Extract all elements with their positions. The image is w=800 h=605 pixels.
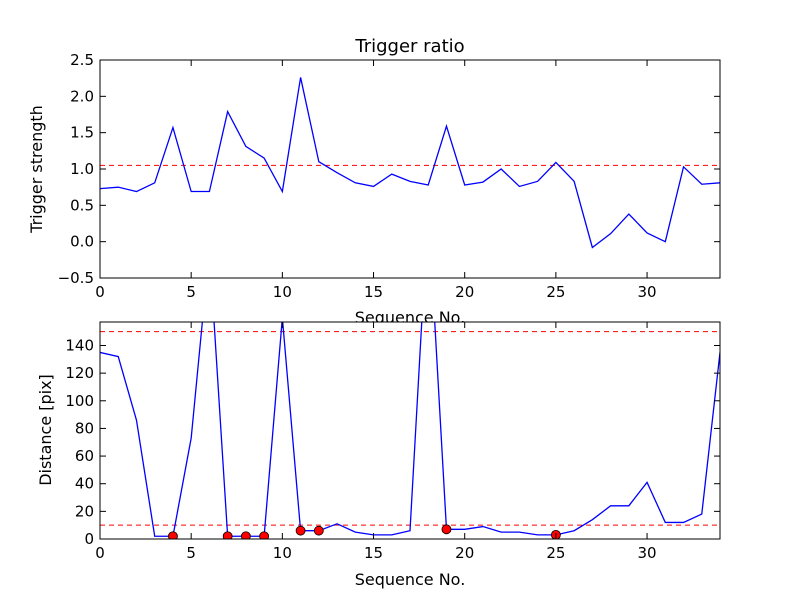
series-line	[100, 322, 720, 537]
x-tick-label: 10	[273, 283, 292, 301]
x-axis-label: Sequence No.	[355, 570, 466, 589]
x-tick-label: 5	[186, 283, 196, 301]
y-tick-label: 80	[75, 419, 94, 437]
y-tick-label: 2.5	[70, 51, 94, 69]
y-tick-label: 20	[75, 502, 94, 520]
x-axis-ticks: 0 5 10 15 20 25 30	[95, 60, 657, 301]
x-tick-label: 20	[455, 283, 474, 301]
y-tick-label: 0.0	[70, 233, 94, 251]
plot-area	[100, 60, 720, 278]
bottom-chart: 0 5 10 15 20 25 30 0 20 40 60 80 100 120 140 Sequence…	[36, 321, 721, 589]
x-tick-label: 10	[273, 544, 292, 562]
x-tick-label: 25	[546, 544, 565, 562]
y-axis-ticks: −0.5 0.0 0.5 1.0 1.5 2.0 2.5	[58, 51, 720, 287]
x-tick-label: 25	[546, 283, 565, 301]
x-tick-label: 5	[186, 544, 196, 562]
y-tick-label: 1.0	[70, 160, 94, 178]
y-tick-label: 0.5	[70, 196, 94, 214]
data-point	[259, 531, 270, 539]
x-tick-label: 30	[638, 283, 657, 301]
y-tick-label: 1.5	[70, 124, 94, 142]
chart-title: Trigger ratio	[354, 36, 464, 57]
data-series	[100, 322, 720, 539]
x-tick-label: 0	[95, 283, 105, 301]
x-tick-label: 0	[95, 544, 105, 562]
y-tick-label: 40	[75, 475, 94, 493]
data-series	[100, 77, 720, 249]
data-point	[168, 531, 178, 539]
y-axis-ticks: 0 20 40 60 80 100 120 140	[65, 336, 720, 548]
data-point	[313, 525, 324, 536]
data-point	[222, 531, 233, 539]
y-axis-label: Distance [pix]	[36, 374, 55, 486]
data-point	[441, 524, 452, 535]
series-line	[100, 77, 720, 249]
x-tick-label: 15	[364, 283, 383, 301]
x-tick-label: 20	[455, 544, 474, 562]
x-tick-label: 30	[638, 544, 657, 562]
y-tick-label: 140	[65, 336, 94, 354]
plot-frame	[99, 321, 721, 540]
y-tick-label: 60	[75, 447, 94, 465]
x-tick-label: 15	[364, 544, 383, 562]
top-chart: Trigger ratio 0 5 10 15 20 25 30 −0.5 0.0 0.5 1.0…	[27, 36, 721, 327]
y-tick-label: 0	[84, 530, 94, 548]
y-tick-label: 100	[65, 392, 94, 410]
data-point	[240, 531, 251, 539]
data-point	[295, 525, 306, 536]
y-tick-label: 2.0	[70, 87, 94, 105]
plot-area	[100, 322, 720, 539]
y-tick-label: −0.5	[58, 269, 94, 287]
x-axis-ticks: 0 5 10 15 20 25 30	[95, 322, 657, 562]
y-tick-label: 120	[65, 364, 94, 382]
y-axis-label: Trigger strength	[27, 105, 46, 234]
